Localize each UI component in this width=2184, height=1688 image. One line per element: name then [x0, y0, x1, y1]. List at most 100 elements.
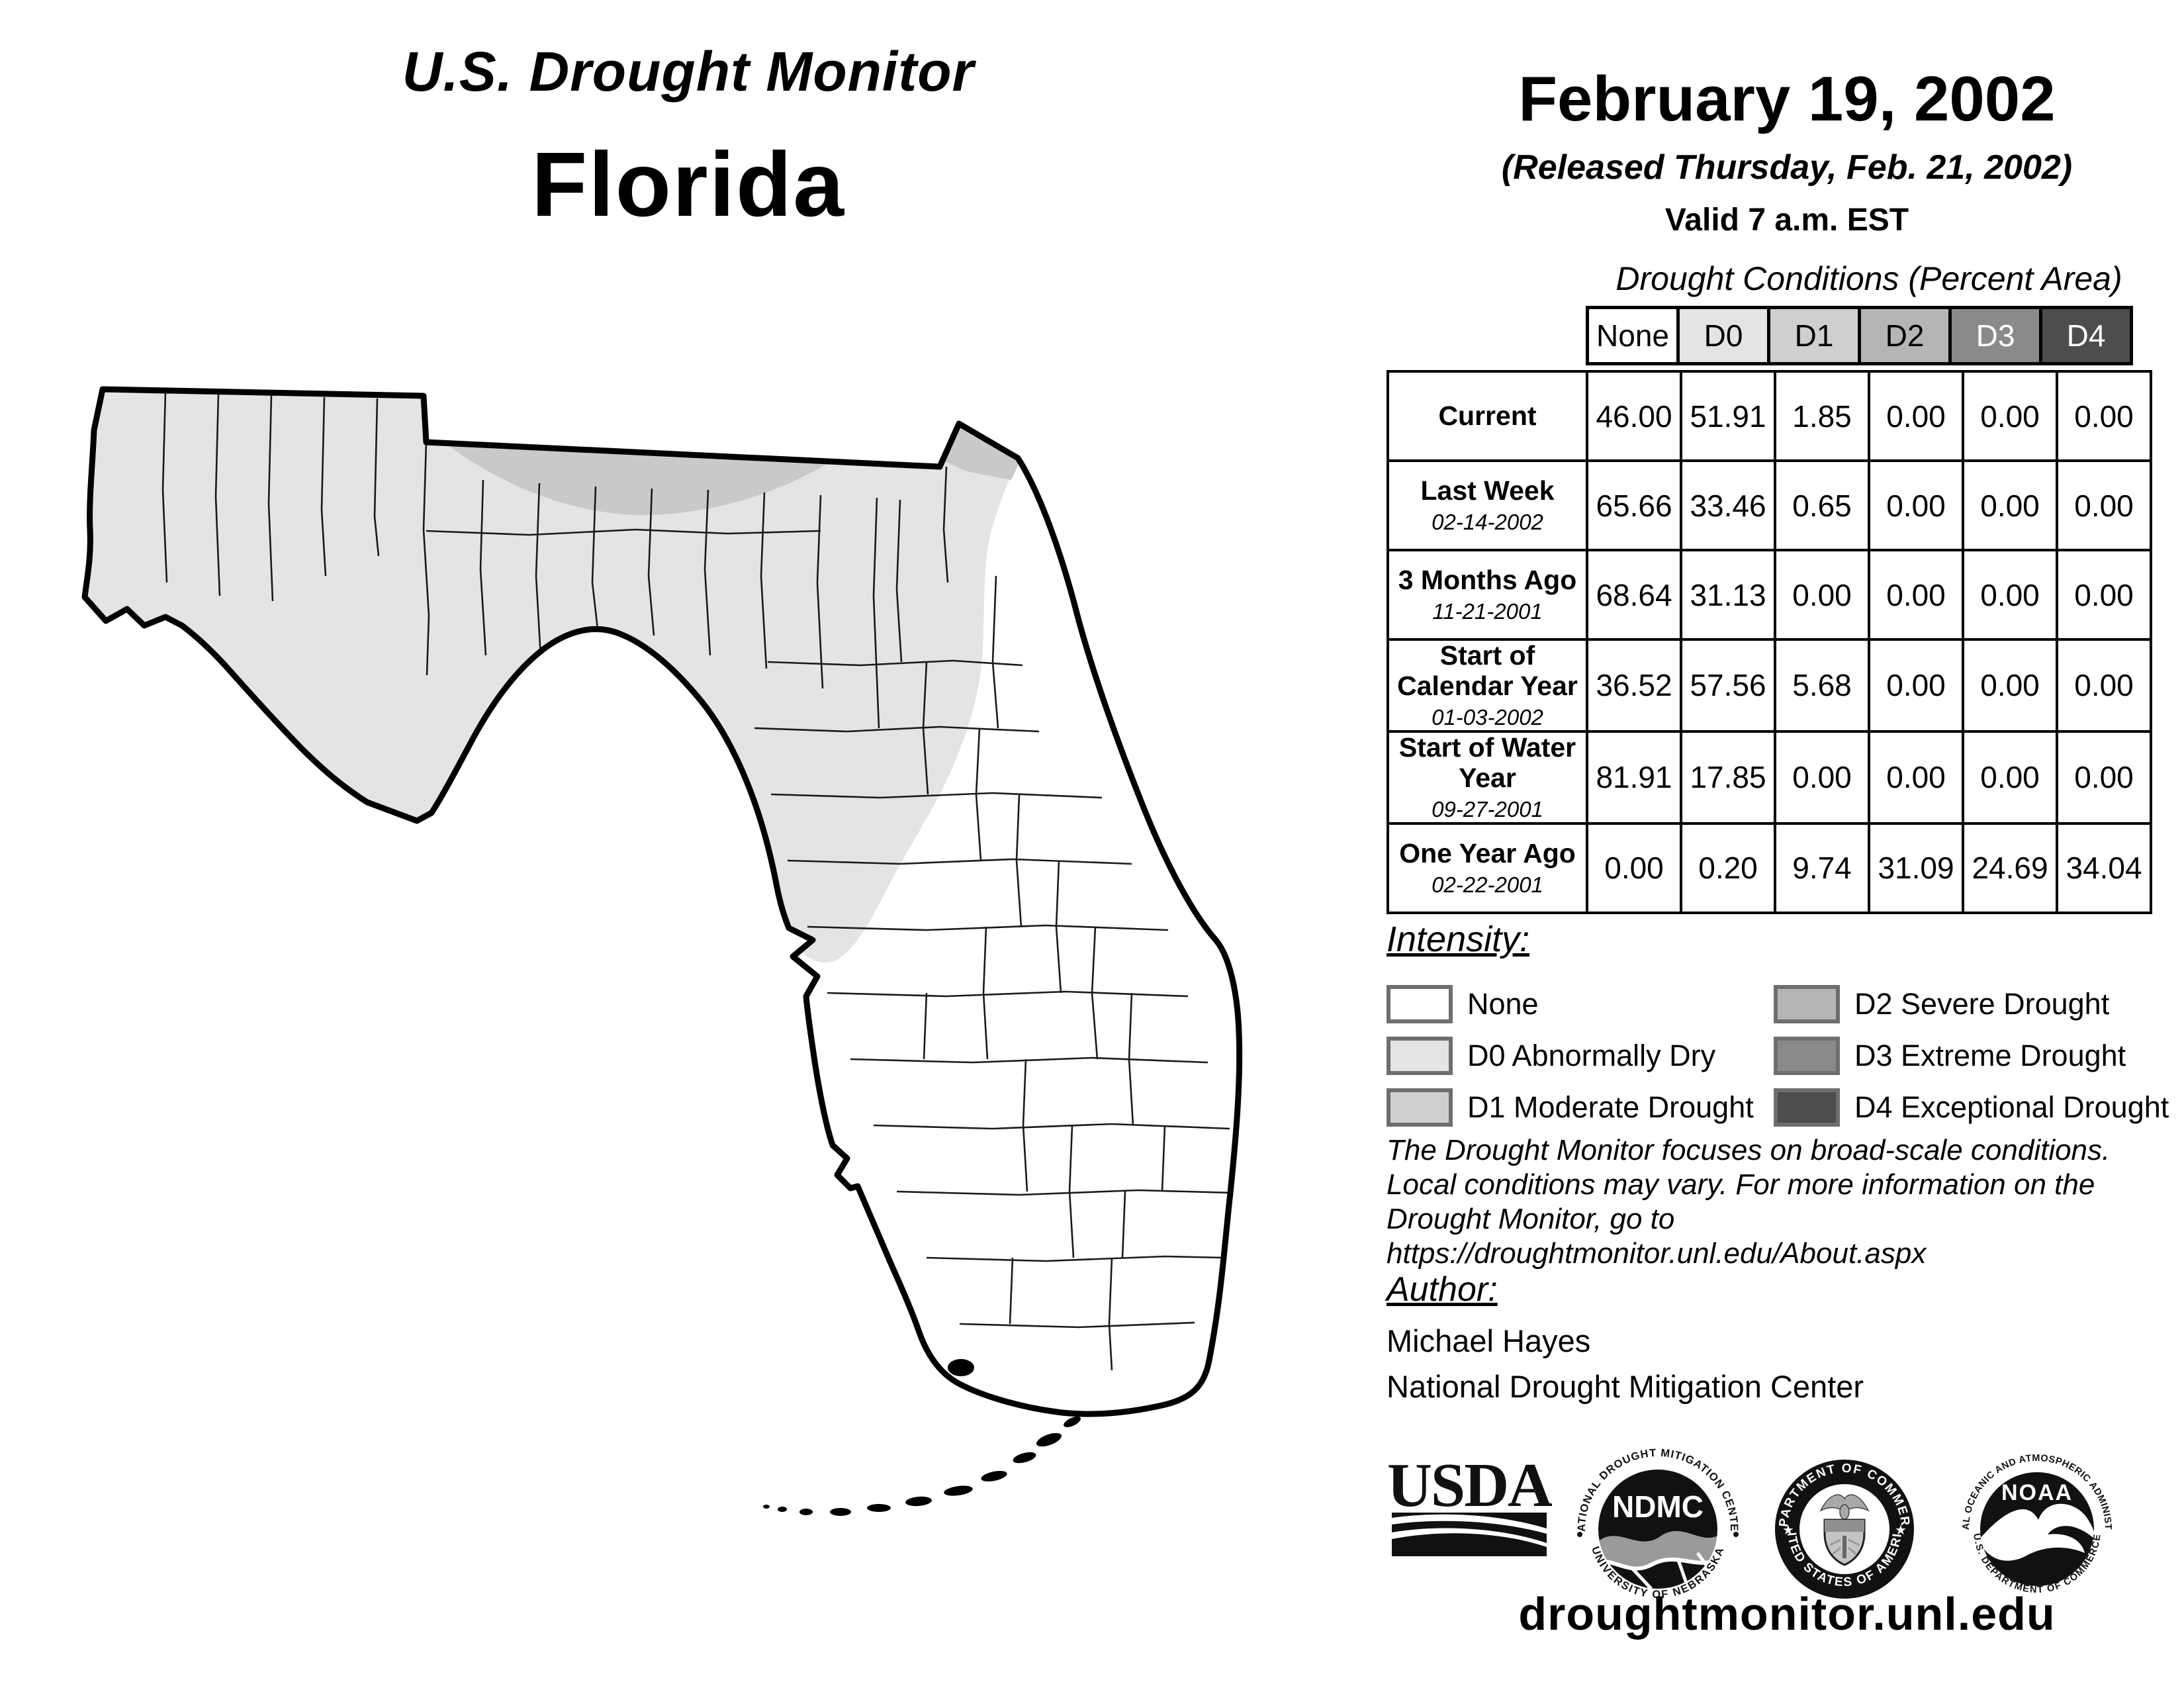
row-date: 09-27-2001 — [1432, 796, 1543, 821]
row-label: Start of Calendar Year — [1397, 640, 1578, 701]
cell-value: 0.00 — [1774, 729, 1870, 825]
table-row: Start of Calendar Year 01-03-2002 36.52 5… — [1387, 638, 2152, 733]
ndmc-wordmark: NDMC — [1612, 1489, 1704, 1524]
doc-seal: DEPARTMENT OF COMMERCE UNITED STATES OF … — [1775, 1460, 1914, 1599]
usda-logo: USDA — [1387, 1453, 1552, 1556]
noaa-wordmark: NOAA — [2001, 1480, 2073, 1505]
legend-item-d4: D4 Exceptional Drought — [1774, 1082, 2169, 1133]
cell-value: 0.00 — [1962, 549, 2058, 641]
cell-value: 0.00 — [1962, 459, 2058, 551]
disclaimer-line: Drought Monitor, go to https://droughtmo… — [1387, 1202, 1927, 1270]
col-header-d1: D1 — [1767, 306, 1861, 365]
legend-label: D2 Severe Drought — [1854, 987, 2110, 1021]
col-header-d2: D2 — [1858, 306, 1952, 365]
cell-value: 0.00 — [2056, 459, 2152, 551]
cell-value: 0.00 — [1868, 729, 1964, 825]
cell-value: 34.04 — [2056, 821, 2152, 914]
legend-label: D1 Moderate Drought — [1467, 1090, 1754, 1124]
cell-value: 0.00 — [1962, 729, 2058, 825]
author-name: Michael Hayes — [1387, 1323, 1591, 1358]
table-row: Current 46.00 51.91 1.85 0.00 0.00 0.00 — [1387, 370, 2152, 462]
cell-value: 0.00 — [1962, 638, 2058, 733]
row-label: 3 Months Ago — [1398, 565, 1577, 596]
table-row: Start of Water Year 09-27-2001 81.91 17.8… — [1387, 729, 2152, 825]
legend-swatch-none — [1387, 985, 1453, 1023]
region-title: Florida — [531, 134, 846, 236]
page-title: U.S. Drought Monitor — [402, 40, 975, 103]
row-label: One Year Ago — [1399, 837, 1576, 868]
svg-text:★: ★ — [1895, 1523, 1907, 1538]
cell-value: 65.66 — [1586, 459, 1682, 551]
legend-item-d0: D0 Abnormally Dry — [1387, 1030, 1774, 1082]
county-boundaries — [161, 391, 1233, 1371]
cell-value: 33.46 — [1680, 459, 1776, 551]
intensity-heading: Intensity: — [1387, 919, 1530, 959]
cell-value: 31.13 — [1680, 549, 1776, 641]
col-header-d3: D3 — [1948, 306, 2042, 365]
cell-value: 46.00 — [1586, 370, 1682, 462]
noaa-logo: NATIONAL OCEANIC AND ATMOSPHERIC ADMINIS… — [1961, 1453, 2113, 1595]
cell-value: 31.09 — [1868, 821, 1964, 914]
legend-swatch-d1 — [1387, 1088, 1453, 1127]
table-header-row: None D0 D1 D2 D3 D4 — [1387, 306, 2154, 365]
cell-value: 51.91 — [1680, 370, 1776, 462]
row-date: 01-03-2002 — [1432, 704, 1543, 729]
cell-value: 0.20 — [1680, 821, 1776, 914]
usda-wordmark: USDA — [1387, 1453, 1552, 1520]
ndmc-logo: NATIONAL DROUGHT MITIGATION CENTER UNIVE… — [1576, 1447, 1739, 1601]
table-header-spacer — [1387, 306, 1586, 365]
cell-value: 0.00 — [1868, 370, 1964, 462]
row-date: 11-21-2001 — [1432, 598, 1543, 624]
disclaimer-line: Local conditions may vary. For more info… — [1387, 1168, 2095, 1201]
cell-value: 0.00 — [1962, 370, 2058, 462]
disclaimer-text: The Drought Monitor focuses on broad-sca… — [1387, 1133, 2181, 1271]
col-header-none: None — [1586, 306, 1680, 365]
cell-value: 0.00 — [1868, 549, 1964, 641]
drought-conditions-table: Current 46.00 51.91 1.85 0.00 0.00 0.00 … — [1387, 370, 2152, 914]
legend-swatch-d0 — [1387, 1037, 1453, 1075]
row-label: Start of Water Year — [1398, 731, 1576, 793]
florida-drought-map — [66, 357, 1390, 1618]
date-block: February 19, 2002 (Released Thursday, Fe… — [1423, 63, 2151, 238]
row-label: Last Week — [1420, 475, 1555, 506]
table-row: Last Week 02-14-2002 65.66 33.46 0.65 0.0… — [1387, 459, 2152, 551]
cell-value: 0.00 — [2056, 638, 2152, 733]
cell-value: 0.00 — [2056, 370, 2152, 462]
cell-value: 0.00 — [1774, 549, 1870, 641]
legend-label: D3 Extreme Drought — [1854, 1039, 2126, 1072]
cell-value: 0.00 — [1586, 821, 1682, 914]
cell-value: 0.00 — [1868, 459, 1964, 551]
cell-value: 0.00 — [2056, 729, 2152, 825]
legend-label: D4 Exceptional Drought — [1854, 1090, 2169, 1124]
doc-eagle-shield — [1819, 1494, 1870, 1566]
cell-value: 81.91 — [1586, 729, 1682, 825]
cell-value: 0.00 — [1868, 638, 1964, 733]
disclaimer-line: The Drought Monitor focuses on broad-sca… — [1387, 1134, 2111, 1166]
cell-value: 0.00 — [2056, 549, 2152, 641]
cell-value: 9.74 — [1774, 821, 1870, 914]
cell-value: 17.85 — [1680, 729, 1776, 825]
legend-label: D0 Abnormally Dry — [1467, 1039, 1716, 1072]
valid-time: Valid 7 a.m. EST — [1664, 203, 1909, 238]
cell-value: 24.69 — [1962, 821, 2058, 914]
author-org: National Drought Mitigation Center — [1387, 1369, 1864, 1404]
agency-logos: USDA NATIONAL DROUGHT MITIGATION CENTER … — [1387, 1443, 2161, 1601]
row-date: 02-14-2002 — [1432, 509, 1543, 534]
legend-item-d1: D1 Moderate Drought — [1387, 1082, 1774, 1133]
intensity-legend: Intensity: None D2 Severe Drought D0 Abn… — [1387, 919, 2169, 1133]
table-row: 3 Months Ago 11-21-2001 68.64 31.13 0.00 … — [1387, 549, 2152, 641]
col-header-d0: D0 — [1676, 306, 1770, 365]
row-label: Current — [1438, 400, 1537, 431]
map-date: February 19, 2002 — [1518, 64, 2056, 134]
footer-url: droughtmonitor.unl.edu — [1518, 1588, 2056, 1640]
legend-swatch-d4 — [1774, 1088, 1840, 1127]
cell-value: 1.85 — [1774, 370, 1870, 462]
cell-value: 36.52 — [1586, 638, 1682, 733]
drought-conditions-panel: Drought Conditions (Percent Area) None D… — [1387, 259, 2154, 914]
released-date: (Released Thursday, Feb. 21, 2002) — [1501, 148, 2073, 187]
cell-value: 5.68 — [1774, 638, 1870, 733]
florida-map-svg — [66, 357, 1390, 1516]
cell-value: 68.64 — [1586, 549, 1682, 641]
legend-swatch-d2 — [1774, 985, 1840, 1023]
